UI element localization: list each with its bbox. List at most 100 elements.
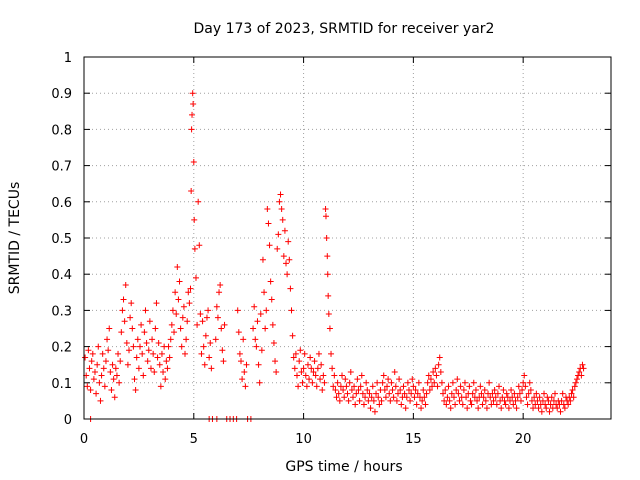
data-point bbox=[242, 383, 249, 390]
data-point bbox=[578, 372, 585, 379]
data-point bbox=[328, 350, 335, 357]
data-point bbox=[343, 383, 350, 390]
data-point bbox=[124, 361, 131, 368]
data-point bbox=[378, 397, 385, 404]
data-point bbox=[315, 350, 322, 357]
data-point bbox=[129, 325, 136, 332]
data-point bbox=[333, 394, 340, 401]
data-point bbox=[94, 361, 101, 368]
data-point bbox=[290, 354, 297, 361]
data-point bbox=[522, 383, 529, 390]
data-point bbox=[155, 339, 162, 346]
data-point bbox=[413, 401, 420, 408]
data-point bbox=[297, 347, 304, 354]
y-tick-label: 0 bbox=[64, 413, 72, 428]
data-point bbox=[197, 311, 204, 318]
data-point bbox=[173, 311, 180, 318]
data-point bbox=[298, 368, 305, 375]
data-point bbox=[281, 227, 288, 234]
data-point bbox=[412, 387, 419, 394]
data-point bbox=[532, 401, 539, 408]
data-point bbox=[317, 376, 324, 383]
data-point bbox=[430, 368, 437, 375]
data-point bbox=[475, 405, 482, 412]
data-point bbox=[567, 397, 574, 404]
data-point bbox=[490, 397, 497, 404]
data-point bbox=[390, 394, 397, 401]
data-point bbox=[147, 365, 154, 372]
data-point bbox=[90, 376, 97, 383]
ticks bbox=[83, 56, 611, 420]
data-point bbox=[198, 350, 205, 357]
data-point bbox=[158, 350, 165, 357]
data-point bbox=[110, 376, 117, 383]
data-point bbox=[346, 379, 353, 386]
data-point bbox=[163, 358, 170, 365]
data-point bbox=[348, 387, 355, 394]
chart-title: Day 173 of 2023, SRMTID for receiver yar… bbox=[194, 21, 495, 37]
data-point bbox=[472, 387, 479, 394]
data-point bbox=[449, 379, 456, 386]
data-point bbox=[330, 383, 337, 390]
data-point bbox=[269, 321, 276, 328]
data-point bbox=[558, 397, 565, 404]
data-point bbox=[331, 372, 338, 379]
data-point bbox=[203, 314, 210, 321]
data-point bbox=[308, 365, 315, 372]
data-point bbox=[202, 332, 209, 339]
data-point bbox=[414, 390, 421, 397]
data-point bbox=[194, 321, 201, 328]
data-point bbox=[508, 387, 515, 394]
data-point bbox=[123, 339, 130, 346]
data-point bbox=[95, 343, 102, 350]
data-point bbox=[176, 278, 183, 285]
data-point bbox=[279, 216, 286, 223]
data-point bbox=[256, 379, 263, 386]
data-point bbox=[280, 253, 287, 260]
data-point bbox=[500, 387, 507, 394]
data-point bbox=[571, 383, 578, 390]
data-point bbox=[419, 397, 426, 404]
data-point bbox=[313, 383, 320, 390]
data-point bbox=[206, 354, 213, 361]
x-tick-labels: 0 5 10 15 20 bbox=[80, 432, 532, 447]
data-point bbox=[98, 372, 105, 379]
data-point bbox=[355, 387, 362, 394]
data-point bbox=[542, 401, 549, 408]
data-point bbox=[450, 394, 457, 401]
data-point bbox=[489, 390, 496, 397]
data-point bbox=[397, 387, 404, 394]
data-point bbox=[440, 390, 447, 397]
data-point bbox=[456, 397, 463, 404]
data-point bbox=[488, 401, 495, 408]
data-point bbox=[191, 216, 198, 223]
data-point bbox=[153, 300, 160, 307]
data-point bbox=[487, 394, 494, 401]
data-point bbox=[548, 394, 555, 401]
data-point bbox=[524, 401, 531, 408]
data-point bbox=[436, 354, 443, 361]
data-point bbox=[200, 343, 207, 350]
data-point bbox=[131, 376, 138, 383]
data-point bbox=[407, 397, 414, 404]
data-point bbox=[101, 383, 108, 390]
data-point bbox=[379, 379, 386, 386]
data-point bbox=[505, 405, 512, 412]
data-point bbox=[106, 325, 113, 332]
data-point bbox=[325, 292, 332, 299]
data-point bbox=[423, 390, 430, 397]
data-point bbox=[557, 408, 564, 415]
data-point bbox=[303, 383, 310, 390]
data-point bbox=[516, 390, 523, 397]
data-point bbox=[438, 379, 445, 386]
data-point bbox=[499, 394, 506, 401]
data-point bbox=[111, 394, 118, 401]
data-point bbox=[286, 256, 293, 263]
data-point bbox=[374, 379, 381, 386]
data-point bbox=[296, 358, 303, 365]
data-point bbox=[526, 379, 533, 386]
data-point bbox=[509, 394, 516, 401]
data-point bbox=[213, 303, 220, 310]
data-point bbox=[534, 397, 541, 404]
data-point bbox=[453, 387, 460, 394]
